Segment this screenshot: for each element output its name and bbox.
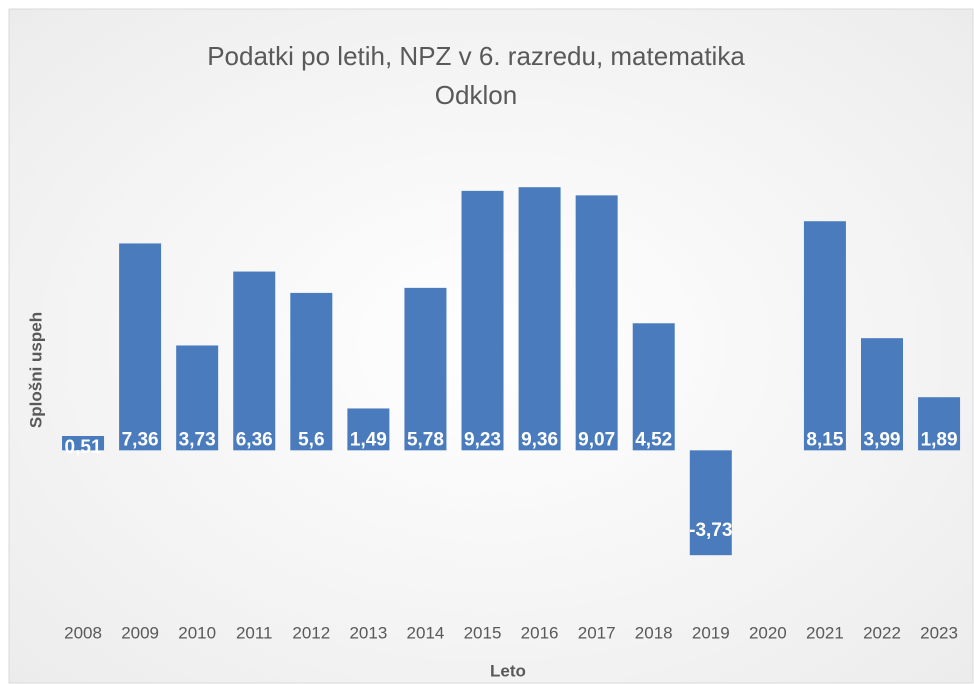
x-tick-label: 2011 xyxy=(236,623,273,642)
data-label: -3,73 xyxy=(689,520,732,541)
chart-subtitle: Odklon xyxy=(435,80,517,110)
data-label: 0,51 xyxy=(65,437,102,458)
data-label: 9,23 xyxy=(464,429,501,450)
data-label: 3,99 xyxy=(864,429,901,450)
x-tick-label: 2018 xyxy=(635,623,673,642)
data-label: 9,07 xyxy=(578,429,615,450)
x-tick-label: 2008 xyxy=(64,623,102,642)
data-label: 4,52 xyxy=(635,429,672,450)
bar xyxy=(575,195,618,451)
data-label: 1,89 xyxy=(921,429,958,450)
data-label: 7,36 xyxy=(122,429,159,450)
x-tick-label: 2014 xyxy=(407,623,445,642)
x-tick-label: 2021 xyxy=(806,623,844,642)
y-axis-label: Splošni uspeh xyxy=(26,312,45,428)
x-tick-label: 2012 xyxy=(292,623,330,642)
x-tick-label: 2022 xyxy=(863,623,901,642)
bar xyxy=(62,435,105,451)
data-label: 6,36 xyxy=(236,429,273,450)
bar xyxy=(518,187,561,451)
x-tick-label: 2009 xyxy=(121,623,159,642)
x-axis-label: Leto xyxy=(490,661,526,680)
bar xyxy=(632,323,675,451)
data-label: 3,73 xyxy=(179,429,216,450)
x-tick-label: 2010 xyxy=(178,623,216,642)
data-label: 5,6 xyxy=(298,429,324,450)
x-tick-label: 2020 xyxy=(749,623,787,642)
bar xyxy=(290,292,333,451)
bar xyxy=(233,271,276,451)
x-tick-label: 2013 xyxy=(349,623,387,642)
bar xyxy=(918,397,961,451)
data-label: 8,15 xyxy=(806,429,843,450)
bar xyxy=(803,221,846,451)
chart-title: Podatki po letih, NPZ v 6. razredu, mate… xyxy=(207,41,745,71)
bar xyxy=(404,287,447,451)
data-label: 1,49 xyxy=(350,429,387,450)
x-tick-label: 2019 xyxy=(692,623,730,642)
x-tick-label: 2016 xyxy=(521,623,559,642)
bar xyxy=(119,243,162,451)
bar xyxy=(347,408,390,451)
bar xyxy=(860,338,903,451)
bar xyxy=(689,450,732,556)
bar xyxy=(176,345,219,451)
data-label: 9,36 xyxy=(521,429,558,450)
x-tick-label: 2015 xyxy=(464,623,502,642)
x-tick-label: 2023 xyxy=(920,623,958,642)
x-tick-label: 2017 xyxy=(578,623,616,642)
data-label: 5,78 xyxy=(407,429,444,450)
bar xyxy=(461,190,504,451)
